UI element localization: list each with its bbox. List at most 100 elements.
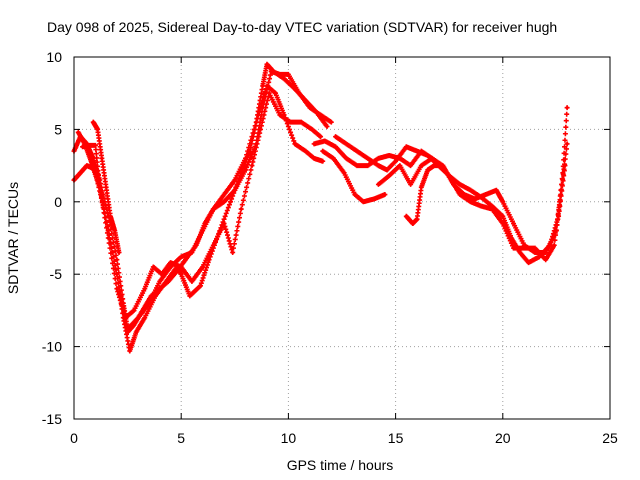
data-point — [432, 164, 436, 168]
data-point — [231, 250, 235, 255]
data-point — [511, 246, 516, 250]
series-track-9 — [375, 155, 435, 187]
data-point — [344, 142, 348, 146]
data-point — [342, 171, 346, 175]
x-tick-label: 5 — [177, 430, 185, 446]
data-point — [267, 91, 271, 95]
data-point — [361, 200, 366, 204]
data-point — [333, 145, 338, 149]
data-point — [404, 145, 408, 149]
data-point — [278, 72, 282, 76]
data-point — [293, 142, 297, 146]
data-point — [387, 174, 391, 178]
data-point — [522, 246, 526, 250]
data-point — [321, 159, 325, 163]
series-track-5 — [90, 119, 122, 255]
data-point — [552, 243, 556, 247]
series-track-7 — [320, 148, 388, 205]
data-point — [299, 120, 303, 124]
data-point — [113, 229, 117, 233]
data-point — [321, 149, 325, 153]
data-point — [385, 168, 389, 172]
data-point — [87, 143, 91, 147]
data-point — [494, 188, 498, 192]
data-point — [78, 171, 83, 175]
data-point — [310, 127, 314, 131]
data-point — [288, 120, 293, 124]
data-point — [117, 250, 121, 255]
data-point — [179, 265, 183, 269]
data-point — [158, 279, 162, 284]
data-point — [308, 106, 312, 110]
data-point — [128, 349, 132, 353]
data-point — [387, 153, 391, 158]
data-point — [409, 164, 413, 168]
data-point — [479, 204, 483, 208]
y-tick-label: 5 — [54, 121, 62, 137]
x-tick-label: 25 — [602, 430, 618, 446]
data-point — [376, 182, 381, 187]
data-point — [490, 207, 494, 211]
data-point — [430, 156, 434, 160]
data-point — [93, 143, 98, 147]
data-point — [258, 127, 263, 131]
data-point — [98, 185, 102, 189]
data-point — [269, 69, 273, 74]
data-point — [134, 330, 138, 334]
data-point — [179, 255, 183, 259]
data-point — [376, 164, 381, 168]
data-point — [183, 258, 188, 262]
data-point — [166, 279, 170, 284]
data-point — [366, 156, 370, 160]
data-point — [273, 91, 278, 95]
data-point — [383, 192, 387, 197]
data-point — [126, 330, 130, 334]
data-point — [100, 156, 104, 160]
series-track-6 — [311, 105, 570, 255]
data-point — [297, 91, 301, 95]
data-point — [265, 62, 269, 66]
data-point — [76, 130, 80, 134]
y-tick-label: -5 — [50, 266, 63, 282]
y-tick-label: -10 — [42, 339, 62, 355]
data-point — [409, 182, 413, 187]
data-point — [158, 287, 162, 291]
series-track-1 — [71, 61, 330, 332]
data-point — [190, 279, 194, 284]
data-point — [353, 192, 357, 197]
y-tick-label: -15 — [42, 411, 62, 427]
data-point — [458, 192, 462, 197]
data-point — [211, 243, 215, 247]
data-point — [143, 316, 147, 320]
data-point — [175, 269, 179, 273]
data-point — [222, 221, 226, 226]
plot-frame — [73, 56, 611, 420]
data-point — [331, 156, 336, 160]
data-point — [533, 246, 537, 250]
data-point — [198, 284, 203, 288]
data-point — [106, 236, 110, 240]
data-point — [426, 168, 430, 172]
data-point — [565, 106, 569, 110]
data-point — [243, 168, 248, 172]
data-point — [318, 113, 323, 117]
data-point — [80, 145, 85, 149]
data-point — [318, 135, 323, 139]
data-point — [115, 287, 119, 291]
data-point — [484, 192, 488, 197]
x-axis-label: GPS time / hours — [287, 457, 394, 473]
data-point — [479, 195, 483, 200]
data-point — [344, 156, 348, 160]
data-point — [372, 197, 376, 201]
data-point — [108, 214, 113, 218]
data-point — [123, 316, 128, 320]
data-point — [511, 221, 516, 226]
data-point — [132, 308, 136, 312]
data-point — [286, 72, 290, 76]
series-markers — [311, 105, 570, 255]
data-point — [303, 149, 308, 153]
data-point — [282, 77, 286, 81]
data-point — [312, 142, 316, 146]
data-point — [85, 164, 89, 168]
